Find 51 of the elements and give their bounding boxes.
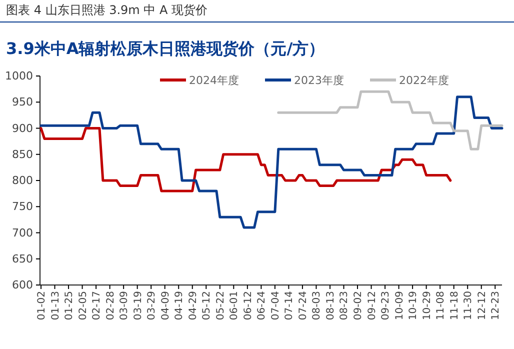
y-tick-label: 850 [12, 148, 33, 161]
y-tick-label: 700 [12, 226, 33, 240]
y-tick-label: 750 [12, 200, 33, 214]
x-tick-label: 05-12 [202, 291, 213, 320]
chart-subtitle: 3.9米中A辐射松原木日照港现货价（元/方） [6, 39, 325, 58]
x-tick-label: 07-04 [270, 291, 282, 320]
y-tick-label: 800 [12, 174, 33, 188]
x-tick-label: 11-30 [463, 291, 474, 320]
x-tick-label: 10-19 [408, 291, 420, 320]
legend-label: 2022年度 [399, 74, 449, 87]
x-tick-label: 03-29 [146, 291, 158, 320]
x-tick-label: 02-28 [105, 291, 116, 320]
x-tick-label: 04-19 [174, 291, 186, 320]
x-tick-label: 04-29 [188, 291, 199, 320]
x-tick-label: 12-12 [476, 291, 488, 320]
x-tick-label: 02-17 [92, 291, 103, 320]
x-tick-label: 09-12 [366, 291, 378, 320]
x-tick-label: 09-23 [380, 291, 392, 320]
x-tick-label: 06-24 [256, 291, 268, 320]
x-tick-label: 08-13 [325, 291, 336, 320]
x-tick-label: 08-03 [312, 291, 323, 320]
y-tick-label: 1000 [5, 70, 33, 83]
x-tick-label: 03-09 [119, 291, 130, 320]
x-tick-label: 02-05 [78, 291, 89, 320]
x-tick-label: 07-24 [298, 291, 309, 320]
y-tick-label: 600 [12, 278, 33, 292]
legend-label: 2024年度 [189, 74, 239, 87]
x-tick-label: 08-23 [339, 291, 350, 320]
x-tick-label: 01-13 [50, 291, 62, 320]
line-series [40, 96, 504, 229]
x-tick-label: 10-29 [422, 291, 433, 320]
line-series [277, 90, 504, 150]
x-tick-label: 06-01 [229, 291, 240, 320]
x-tick-label: 01-02 [36, 291, 48, 320]
x-tick-label: 03-19 [132, 291, 144, 320]
line-series [40, 127, 452, 192]
x-tick-label: 12-23 [490, 291, 502, 320]
x-tick-label: 01-25 [64, 291, 76, 320]
chart-title: 图表 4 山东日照港 3.9m 中 A 现货价 [6, 3, 208, 17]
x-tick-label: 11-18 [449, 291, 460, 320]
x-tick-label: 06-12 [242, 291, 254, 320]
x-tick-label: 05-22 [215, 291, 226, 320]
x-tick-label: 09-02 [353, 291, 364, 320]
y-tick-label: 900 [12, 122, 33, 135]
x-tick-label: 10-09 [394, 291, 406, 320]
y-tick-label: 950 [12, 96, 33, 109]
x-tick-label: 11-08 [436, 291, 447, 320]
x-tick-label: 07-14 [284, 291, 296, 320]
legend-label: 2023年度 [294, 74, 344, 87]
y-tick-label: 650 [12, 252, 33, 266]
x-tick-label: 04-09 [160, 291, 172, 320]
